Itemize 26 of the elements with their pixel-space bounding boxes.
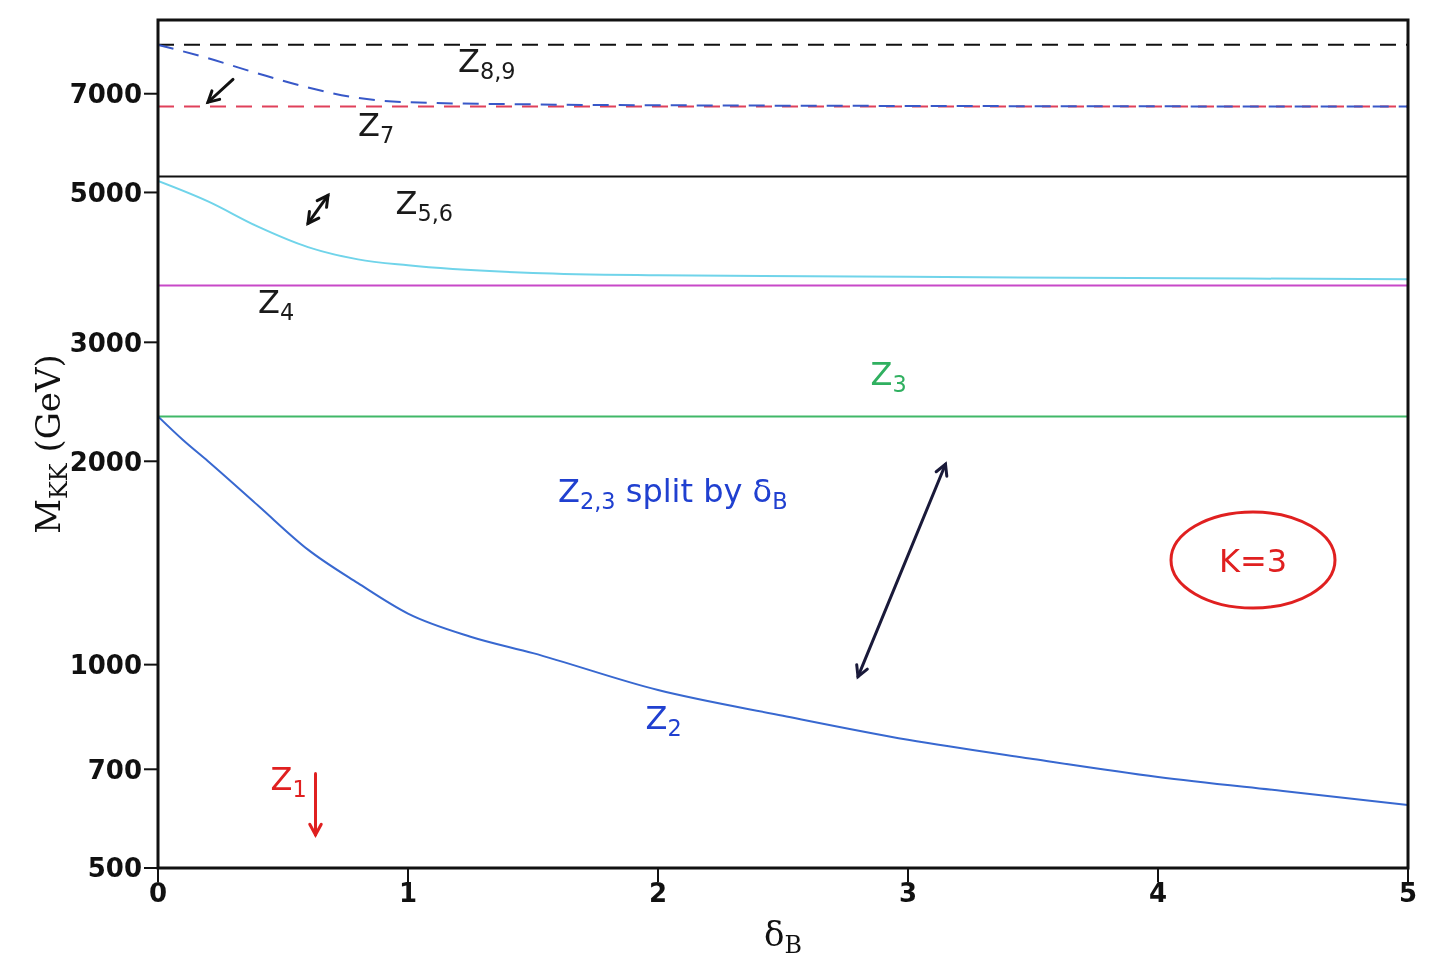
x-axis-title: δ$_{B}$ — [764, 914, 802, 960]
annotation: Z$_{1}$ — [270, 760, 307, 802]
annotation: K=3 — [1218, 542, 1288, 580]
y-tick-label: 7000 — [69, 78, 142, 109]
y-tick-label: 700 — [87, 754, 142, 785]
annotation: Z$_{8,9}$ — [458, 41, 516, 84]
line-series — [158, 179, 1408, 281]
annotation: Z$_{7}$ — [358, 106, 395, 148]
annotation: Z$_{4}$ — [258, 282, 295, 325]
annotation: Z$_{5,6}$ — [395, 183, 454, 226]
x-tick-label: 5 — [1398, 878, 1418, 909]
annotation: Z$_{2,3}$ split by δ$_{B}$ — [558, 472, 788, 514]
x-tick-label: 1 — [398, 878, 418, 909]
y-tick-label: 2000 — [69, 446, 142, 477]
line-series — [158, 415, 1408, 806]
y-tick-label: 3000 — [69, 327, 142, 358]
y-tick-label: 500 — [87, 853, 142, 884]
y-tick-label: 5000 — [69, 177, 142, 208]
x-tick-label: 0 — [148, 878, 168, 909]
annotation: Z$_{3}$ — [870, 355, 907, 398]
annotation: Z$_{2}$ — [645, 699, 682, 741]
y-tick-label: 1000 — [69, 649, 142, 680]
x-tick-label: 4 — [1148, 878, 1168, 909]
x-tick-label: 3 — [898, 878, 918, 909]
line-series — [158, 43, 1408, 108]
x-tick-label: 2 — [648, 878, 668, 909]
